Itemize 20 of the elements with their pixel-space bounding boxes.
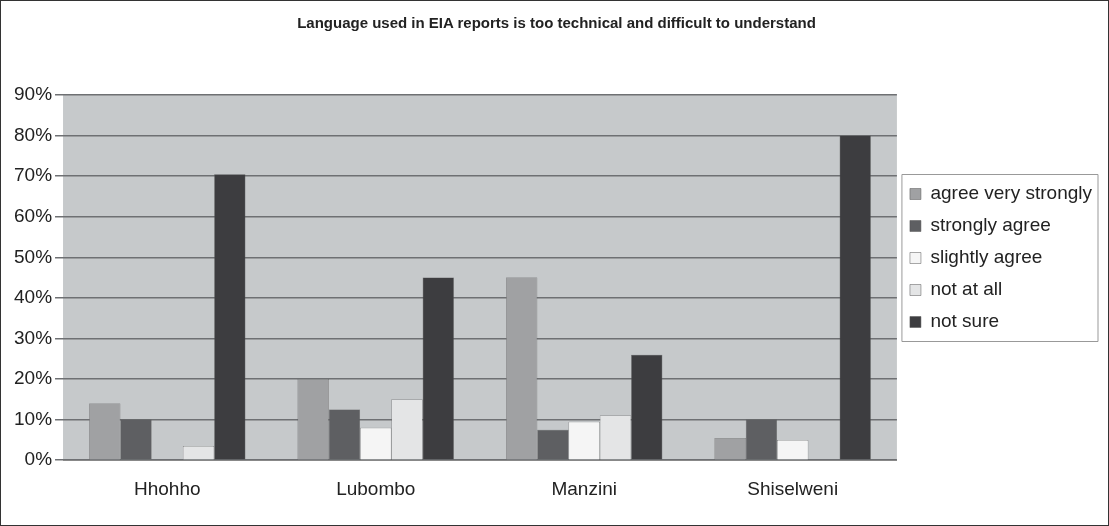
y-tick-label: 20% bbox=[14, 367, 53, 389]
x-tick-label: Lubombo bbox=[336, 477, 416, 499]
y-tick-label: 40% bbox=[14, 286, 53, 308]
legend-label: strongly agree bbox=[930, 214, 1051, 236]
y-tick-label: 70% bbox=[14, 164, 53, 186]
x-tick-label: Shiselweni bbox=[747, 477, 839, 499]
legend-label: not sure bbox=[930, 310, 1000, 332]
legend-label: agree very strongly bbox=[930, 182, 1093, 204]
x-tick-label: Hhohho bbox=[133, 477, 201, 499]
chart-title: Language used in EIA reports is too technical and difficult to understand bbox=[297, 14, 816, 32]
y-tick-label: 0% bbox=[24, 448, 53, 470]
y-tick-label: 60% bbox=[14, 204, 53, 226]
legend-label: slightly agree bbox=[930, 246, 1043, 268]
y-tick-label: 80% bbox=[14, 123, 53, 145]
legend-label: not at all bbox=[930, 278, 1003, 300]
y-tick-label: 10% bbox=[14, 407, 53, 429]
y-tick-label: 50% bbox=[14, 245, 53, 267]
y-tick-label: 30% bbox=[14, 326, 53, 348]
x-tick-label: Manzini bbox=[551, 477, 617, 499]
y-tick-label: 90% bbox=[14, 83, 53, 105]
